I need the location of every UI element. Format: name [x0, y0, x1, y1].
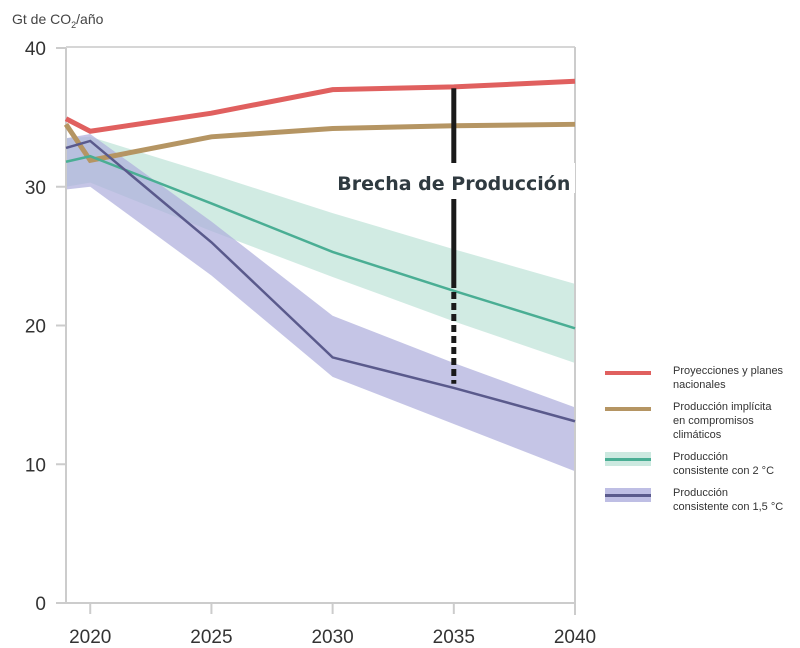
series-line-3 — [65, 154, 576, 330]
legend-item: Producción consistente con 2 °C — [605, 450, 800, 478]
legend-label-line: nacionales — [673, 379, 726, 391]
x-tick-label: 2035 — [433, 627, 475, 648]
legend-label-line: Proyecciones y planes — [673, 365, 784, 377]
legend-label-line: Producción implícita — [673, 401, 772, 413]
band-producci-n-consistente-con-2-c — [66, 136, 575, 363]
legend-label-line: en compromisos — [673, 415, 754, 427]
x-tick-label: 2020 — [69, 627, 111, 648]
series-lines — [63, 78, 576, 423]
y-ticks: 0 10 20 30 40 — [25, 39, 66, 615]
y-tick-label: 10 — [25, 455, 46, 476]
production-gap-annotation: Brecha de Producción — [330, 88, 575, 384]
series-line-4 — [65, 139, 576, 423]
annotation-label: Brecha de Producción — [337, 173, 570, 195]
legend-swatch — [605, 402, 651, 416]
legend-line — [605, 457, 651, 461]
series-line-2 — [63, 121, 576, 164]
y-tick-label: 0 — [35, 594, 46, 615]
legend-label-line: Producción — [673, 451, 729, 463]
legend-line — [605, 371, 651, 375]
legend-line — [605, 407, 651, 411]
legend-label: Producción consistente con 1,5 °C — [673, 486, 783, 514]
y-tick-label: 20 — [25, 317, 46, 338]
legend-item: Proyecciones y planes nacionales — [605, 364, 800, 392]
legend-label-line: climáticos — [673, 429, 722, 441]
y-tick-label: 40 — [25, 39, 46, 60]
legend-label-line: consistente con 1,5 °C — [673, 501, 784, 513]
legend: Proyecciones y planes nacionales Producció… — [605, 364, 800, 522]
legend-label: Producción consistente con 2 °C — [673, 450, 774, 478]
annotation-label-bg — [330, 163, 575, 193]
x-tick-label: 2030 — [311, 627, 353, 648]
legend-label-line: consistente con 2 °C — [673, 465, 775, 477]
legend-swatch — [605, 452, 651, 466]
legend-label-line: Producción — [673, 487, 729, 499]
x-tick-label: 2040 — [554, 627, 596, 648]
legend-label: Proyecciones y planes nacionales — [673, 364, 783, 392]
series-line-1 — [64, 78, 576, 134]
legend-line — [605, 493, 651, 497]
legend-item: Producción implícita en compromisos climát… — [605, 400, 800, 442]
x-tick-label: 2025 — [190, 627, 232, 648]
legend-swatch — [605, 488, 651, 502]
legend-swatch — [605, 366, 651, 380]
y-axis-label: Gt de CO2/año — [12, 11, 104, 30]
legend-item: Producción consistente con 1,5 °C — [605, 486, 800, 514]
y-tick-label: 30 — [25, 178, 46, 199]
x-ticks: 2020 2025 2030 2035 2040 — [69, 603, 596, 648]
legend-label: Producción implícita en compromisos climát… — [673, 400, 771, 442]
